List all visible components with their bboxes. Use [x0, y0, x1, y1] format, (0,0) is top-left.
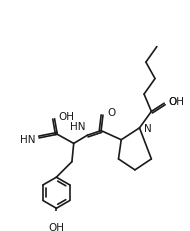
Text: OH: OH — [48, 223, 64, 231]
Text: O: O — [169, 97, 177, 107]
Text: HN: HN — [20, 135, 35, 145]
Text: HN: HN — [70, 122, 86, 132]
Text: OH: OH — [169, 97, 185, 107]
Text: O: O — [108, 108, 116, 118]
Text: OH: OH — [58, 112, 74, 122]
Text: N: N — [144, 124, 152, 134]
